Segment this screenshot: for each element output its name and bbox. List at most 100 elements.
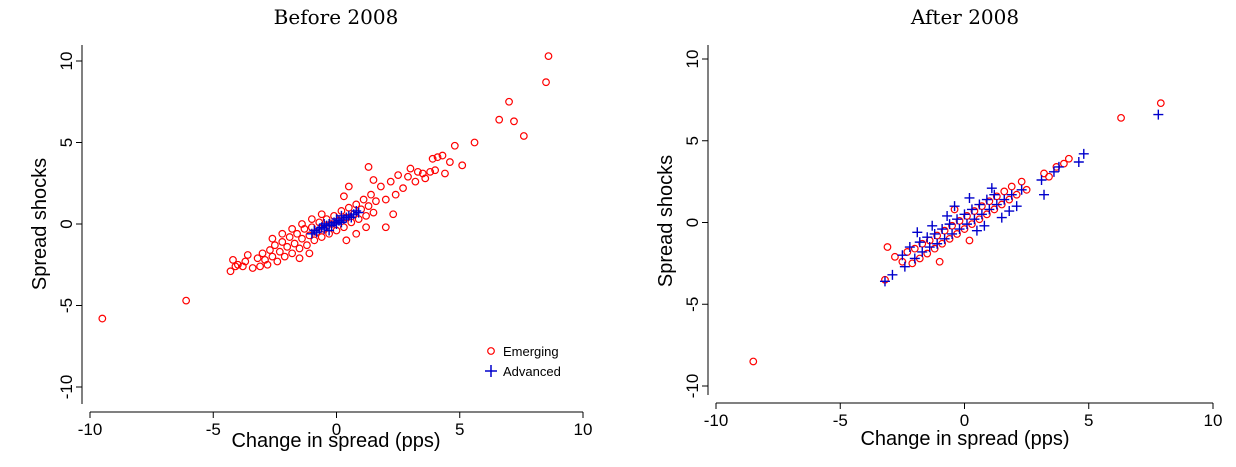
advanced-point xyxy=(964,192,975,203)
emerging-point xyxy=(542,78,550,87)
y-ticks: -10 -5 0 5 10 xyxy=(683,50,708,399)
emerging-point xyxy=(965,236,974,245)
y-ticks: -10 -5 0 5 10 xyxy=(57,52,82,400)
advanced-point xyxy=(929,228,940,239)
y-axis-label: Spread shocks xyxy=(29,158,51,290)
emerging-point xyxy=(505,97,513,106)
emerging-point xyxy=(317,233,326,241)
emerging-point xyxy=(519,132,528,140)
emerging-point xyxy=(389,210,398,219)
emerging-point xyxy=(295,244,304,253)
x-tick-label: -10 xyxy=(78,420,103,439)
emerging-point xyxy=(406,164,415,173)
emerging-point xyxy=(298,220,306,228)
advanced-point xyxy=(971,225,982,236)
y-axis-label: Spread shocks xyxy=(655,155,677,287)
advanced-point xyxy=(961,219,972,230)
y-tick-label: 5 xyxy=(57,138,76,147)
emerging-point xyxy=(285,233,294,241)
advanced-point xyxy=(887,269,898,280)
emerging-point xyxy=(248,264,257,272)
emerging-point xyxy=(413,167,422,176)
advanced-point xyxy=(912,227,923,238)
y-tick-label: 0 xyxy=(683,218,702,227)
advanced-point xyxy=(1053,161,1064,172)
emerging-point xyxy=(298,234,306,243)
emerging-point xyxy=(510,117,518,126)
y-tick-label: 0 xyxy=(57,219,76,228)
emerging-point xyxy=(182,296,191,305)
emerging-point xyxy=(1017,177,1026,186)
legend-marker-advanced xyxy=(485,365,497,377)
x-ticks: -10 -5 0 5 10 xyxy=(78,412,592,439)
emerging-point xyxy=(339,192,348,201)
emerging-point xyxy=(305,249,314,258)
legend-marker-emerging xyxy=(487,347,495,355)
y-tick-label: -10 xyxy=(57,375,76,400)
advanced-point xyxy=(319,219,330,229)
emerging-point xyxy=(364,202,373,210)
emerging-point xyxy=(369,208,378,217)
emerging-point xyxy=(1117,113,1125,122)
x-tick-label: 10 xyxy=(1204,411,1223,430)
x-tick-label: -5 xyxy=(833,411,848,430)
emerging-point xyxy=(226,267,235,276)
emerging-point xyxy=(295,254,304,263)
advanced-point xyxy=(939,233,950,244)
emerging-point xyxy=(362,223,370,232)
advanced-point xyxy=(899,261,910,272)
advanced-point xyxy=(309,225,320,236)
emerging-point xyxy=(268,252,277,261)
legend-label-emerging: Emerging xyxy=(503,344,559,359)
advanced-point xyxy=(1078,148,1089,159)
emerging-point xyxy=(1045,172,1053,181)
emerging-point xyxy=(344,182,353,191)
advanced-point xyxy=(966,204,977,215)
emerging-point xyxy=(458,161,467,170)
x-tick-label: 5 xyxy=(1084,411,1093,430)
advanced-point xyxy=(974,199,985,210)
advanced-point xyxy=(976,209,987,220)
advanced-point xyxy=(986,183,997,194)
emerging-point xyxy=(256,262,264,271)
emerging-point xyxy=(98,314,107,323)
advanced-point xyxy=(1153,109,1164,120)
emerging-point xyxy=(923,249,932,258)
emerging-point xyxy=(268,234,277,243)
advanced-point xyxy=(927,220,938,231)
legend: Emerging Advanced xyxy=(485,344,561,379)
y-tick-label: 5 xyxy=(683,136,702,145)
x-ticks: -10 -5 0 5 10 xyxy=(704,403,1223,430)
advanced-point xyxy=(333,215,344,226)
y-tick-label: -10 xyxy=(683,374,702,399)
emerging-point xyxy=(362,211,370,220)
emerging-point xyxy=(930,244,939,253)
panel-title: After 2008 xyxy=(910,5,1019,29)
emerging-point xyxy=(359,195,368,204)
emerging-point xyxy=(441,169,449,178)
emerging-point xyxy=(749,357,758,366)
advanced-point xyxy=(954,224,965,235)
emerging-point xyxy=(241,257,250,266)
emerging-point xyxy=(935,257,944,266)
emerging-point xyxy=(364,163,373,171)
emerging-point xyxy=(891,252,899,261)
emerging-point xyxy=(367,190,375,199)
emerging-point xyxy=(283,242,292,251)
emerging-point xyxy=(391,190,400,199)
emerging-point xyxy=(376,182,385,191)
emerging-point xyxy=(263,260,272,269)
advanced-point xyxy=(979,220,990,231)
emerging-point xyxy=(1000,187,1009,196)
advanced-point xyxy=(336,210,347,221)
emerging-point xyxy=(275,247,284,256)
advanced-point xyxy=(1048,166,1059,177)
emerging-point xyxy=(369,176,378,184)
panel-title: Before 2008 xyxy=(274,5,399,29)
emerging-point xyxy=(270,241,279,250)
panel-before-2008: Before 2008 -10 -5 0 5 10 -10 -5 0 5 10 Change i… xyxy=(29,5,592,452)
advanced-point xyxy=(353,207,364,218)
emerging-point xyxy=(1007,182,1016,191)
advanced-point xyxy=(917,246,928,257)
y-tick-label: 10 xyxy=(683,50,702,69)
